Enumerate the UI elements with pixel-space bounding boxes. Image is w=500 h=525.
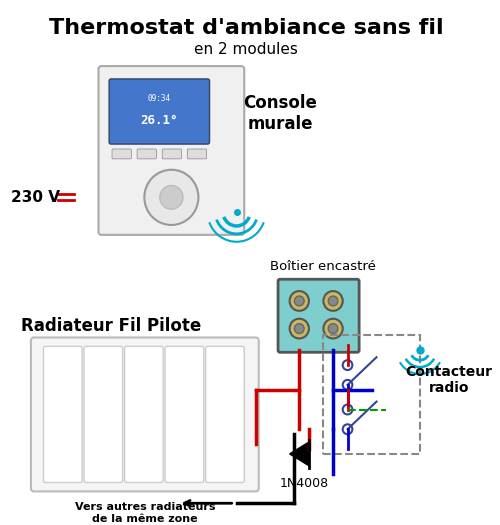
Text: Console
murale: Console murale	[243, 94, 317, 133]
Circle shape	[294, 296, 304, 306]
Text: Contacteur
radio: Contacteur radio	[406, 365, 492, 395]
Text: Vers autres radiateurs
de la même zone: Vers autres radiateurs de la même zone	[74, 502, 215, 524]
FancyBboxPatch shape	[188, 149, 206, 159]
FancyBboxPatch shape	[124, 346, 163, 482]
FancyBboxPatch shape	[84, 346, 122, 482]
Circle shape	[342, 405, 352, 414]
Text: Thermostat d'ambiance sans fil: Thermostat d'ambiance sans fil	[49, 18, 444, 38]
Text: 1N4008: 1N4008	[280, 477, 328, 490]
FancyBboxPatch shape	[137, 149, 156, 159]
Circle shape	[294, 323, 304, 333]
Circle shape	[160, 185, 183, 209]
Circle shape	[324, 291, 342, 311]
FancyBboxPatch shape	[31, 338, 258, 491]
FancyBboxPatch shape	[44, 346, 82, 482]
FancyBboxPatch shape	[112, 149, 132, 159]
Circle shape	[290, 291, 309, 311]
FancyBboxPatch shape	[162, 149, 182, 159]
FancyBboxPatch shape	[278, 279, 359, 352]
Circle shape	[342, 360, 352, 370]
Text: 230 V: 230 V	[12, 190, 60, 205]
FancyBboxPatch shape	[109, 79, 210, 144]
Circle shape	[342, 380, 352, 390]
FancyBboxPatch shape	[165, 346, 203, 482]
Text: en 2 modules: en 2 modules	[194, 42, 298, 57]
FancyBboxPatch shape	[206, 346, 244, 482]
Circle shape	[144, 170, 199, 225]
Circle shape	[342, 424, 352, 434]
Text: 09:34: 09:34	[148, 94, 171, 103]
Circle shape	[324, 319, 342, 339]
FancyBboxPatch shape	[98, 66, 244, 235]
Text: Boîtier encastré: Boîtier encastré	[270, 260, 376, 273]
Circle shape	[290, 319, 309, 339]
Circle shape	[328, 323, 338, 333]
Polygon shape	[290, 442, 309, 466]
Text: Radiateur Fil Pilote: Radiateur Fil Pilote	[21, 317, 201, 334]
Text: 26.1°: 26.1°	[140, 114, 178, 127]
Circle shape	[328, 296, 338, 306]
